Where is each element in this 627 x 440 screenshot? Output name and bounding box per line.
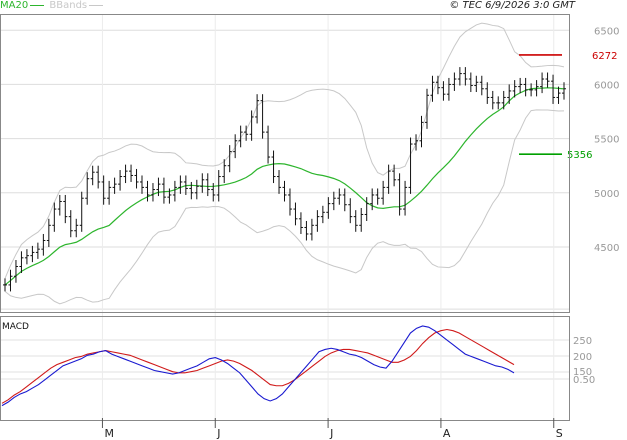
- price-y-tick-label: 4500: [594, 243, 619, 254]
- macd-signal-line: [1, 328, 515, 404]
- copyright-text: © TEC 6/9/2026 3:0 GMT: [449, 0, 575, 11]
- x-tick-label: M: [104, 427, 114, 440]
- x-tick-label: A: [443, 427, 451, 440]
- bband-lower: [4, 109, 565, 305]
- level-label: 5356: [567, 150, 592, 161]
- bollinger-bands: [4, 22, 565, 305]
- x-tick-label: J: [329, 427, 333, 440]
- ma20-line: [4, 87, 565, 286]
- level-label: 6272: [592, 51, 617, 62]
- macd-panel-title: MACD: [2, 322, 29, 332]
- bband-upper: [4, 22, 565, 279]
- level-lines: 6272 5356: [519, 51, 617, 161]
- price-y-tick-label: 5500: [594, 135, 619, 146]
- macd-y-tick-label: 250: [573, 336, 592, 347]
- macd-lines: [1, 325, 515, 407]
- legend-ma20-swatch: [30, 4, 45, 6]
- x-tick-label: S: [556, 427, 563, 440]
- macd-panel-frame: [0, 316, 570, 421]
- legend: MA20 BBands: [0, 0, 105, 12]
- legend-bbands-swatch: [89, 4, 104, 6]
- macd-line: [1, 325, 515, 407]
- macd-y-tick-label: 150: [573, 367, 592, 378]
- price-bars: [3, 67, 566, 292]
- macd-y-tick-label: 200: [573, 352, 592, 363]
- price-y-tick-label: 5000: [594, 189, 619, 200]
- macd-y-tick-label: 0.50: [573, 375, 595, 386]
- price-panel-frame: [0, 14, 570, 313]
- legend-ma20-label: MA20: [0, 0, 29, 11]
- price-y-tick-label: 6500: [594, 26, 619, 37]
- ma20-path: [4, 87, 565, 286]
- grid-lines: [0, 14, 569, 420]
- price-y-tick-label: 6000: [594, 80, 619, 91]
- legend-bbands-label: BBands: [49, 0, 88, 11]
- x-tick-label: J: [216, 427, 220, 440]
